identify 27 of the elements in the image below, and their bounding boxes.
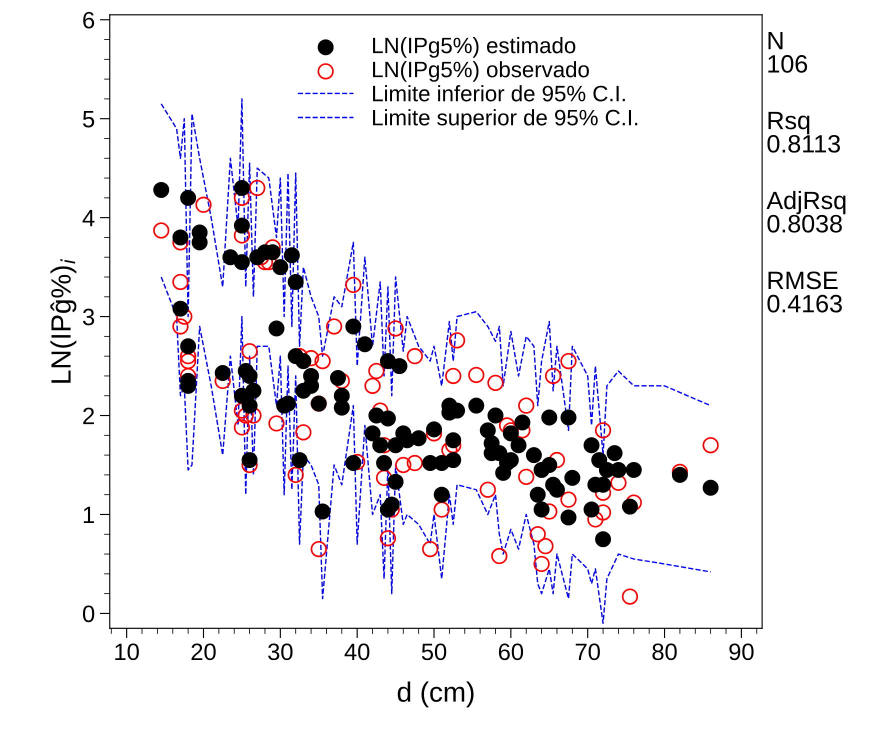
text: N 106 — [768, 32, 808, 73]
legend-label: LN(IPg5%) observado — [373, 61, 589, 82]
legend-label: Limite superior de 95% C.I. — [373, 109, 638, 130]
y-tick-label: 0 — [82, 605, 94, 622]
x-tick-label: 60 — [498, 643, 524, 660]
x-tick-label: 80 — [652, 643, 677, 660]
x-tick-label: 30 — [268, 643, 293, 660]
text: Rsq 0.8113 — [767, 112, 840, 153]
x-tick-label: 50 — [422, 643, 446, 660]
x-tick-label: 40 — [344, 643, 370, 660]
legend-label: Limite inferior de 95% C.I. — [373, 85, 625, 102]
line-series — [160, 276, 712, 624]
x-tick-label: 90 — [729, 643, 754, 660]
x-tick-label: 70 — [576, 643, 600, 660]
y-tick-label: 5 — [82, 111, 94, 128]
text: RMSE 0.4163 — [767, 272, 842, 313]
y-tick-label: 6 — [83, 12, 94, 29]
x-tick-label: 10 — [115, 643, 139, 660]
y-tick-label: 3 — [82, 308, 94, 326]
y-axis-title: LN(IPĝ%)$_{i}$ — [50, 259, 76, 383]
x-axis-title: d (cm) — [398, 682, 474, 708]
y-tick-label: 2 — [83, 408, 94, 424]
y-tick-label: 4 — [82, 210, 94, 226]
y-tick-label: 1 — [84, 506, 94, 524]
text: AdjRsq 0.8038 — [766, 190, 846, 233]
x-tick-label: 20 — [192, 643, 216, 660]
legend-label: LN(IPg5%) estimado — [373, 37, 576, 58]
